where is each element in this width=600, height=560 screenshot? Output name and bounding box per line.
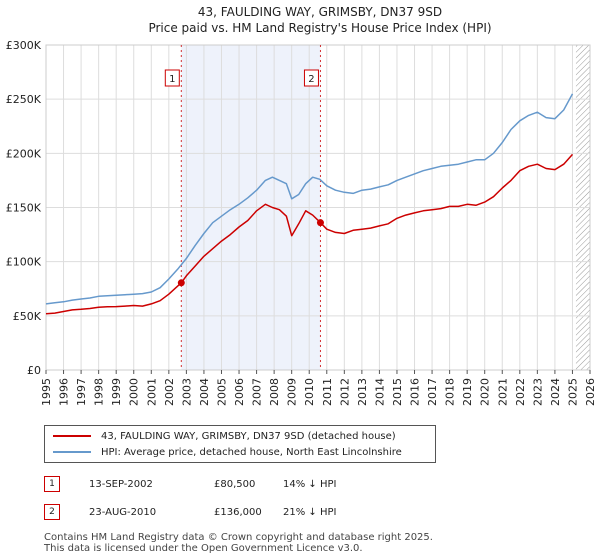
x-tick-label: 2012: [338, 378, 351, 406]
sale-date: 23-AUG-2010: [89, 506, 157, 518]
x-tick-label: 2017: [426, 378, 439, 406]
x-tick-label: 2004: [198, 378, 211, 406]
sale-flag-label: 1: [169, 74, 175, 85]
x-tick-label: 1999: [110, 378, 123, 406]
legend-swatch-price: [53, 435, 91, 437]
x-tick-label: 2011: [321, 378, 334, 406]
x-tick-label: 2013: [356, 378, 369, 406]
sale-date: 13-SEP-2002: [89, 478, 153, 490]
x-tick-label: 2020: [479, 378, 492, 406]
sale-row-1: 1 13-SEP-2002 £80,500 14% ↓ HPI: [44, 475, 336, 493]
sale-badge: 1: [44, 476, 60, 492]
x-tick-label: 2005: [215, 378, 228, 406]
y-tick-label: £0: [27, 364, 41, 377]
y-tick-label: £50K: [13, 310, 42, 323]
plot-border: [45, 44, 591, 371]
price-chart: 43, FAULDING WAY, GRIMSBY, DN37 9SD Pric…: [6, 5, 597, 406]
chart-subtitle: Price paid vs. HM Land Registry's House …: [148, 21, 491, 35]
sale-row-2: 2 23-AUG-2010 £136,000 21% ↓ HPI: [44, 503, 336, 521]
chart-title: 43, FAULDING WAY, GRIMSBY, DN37 9SD: [198, 5, 442, 19]
x-tick-label: 2001: [145, 378, 158, 406]
x-tick-label: 2019: [461, 378, 474, 406]
x-tick-label: 2015: [391, 378, 404, 406]
footer-licence: This data is licensed under the Open Gov…: [44, 543, 363, 554]
sale-price: £80,500: [214, 478, 256, 490]
x-tick-label: 2009: [286, 378, 299, 406]
legend-label-hpi: HPI: Average price, detached house, Nort…: [101, 446, 402, 458]
x-tick-label: 1997: [75, 378, 88, 406]
y-tick-label: £200K: [6, 147, 42, 160]
y-tick-label: £300K: [6, 39, 42, 52]
sale-flag-box: [164, 69, 180, 87]
sale-price: £136,000: [214, 506, 262, 518]
legend-swatch-hpi: [53, 451, 91, 453]
x-tick-label: 2026: [584, 378, 597, 406]
x-tick-label: 2016: [409, 378, 422, 406]
sale-point: [316, 219, 324, 227]
x-tick-label: 2003: [180, 378, 193, 406]
x-tick-label: 2023: [531, 378, 544, 406]
x-tick-label: 2024: [549, 378, 562, 406]
x-tick-label: 2014: [373, 378, 386, 406]
x-tick-label: 2002: [163, 378, 176, 406]
footer-copyright: Contains HM Land Registry data © Crown c…: [44, 532, 433, 543]
sale-flag-box: [303, 69, 319, 87]
sale-hpi-delta: 14% ↓ HPI: [283, 478, 337, 490]
y-tick-label: £100K: [6, 256, 42, 269]
y-tick-label: £250K: [6, 93, 42, 106]
sale-badge: 2: [44, 504, 60, 520]
legend-item-hpi: HPI: Average price, detached house, Nort…: [53, 445, 402, 459]
x-tick-label: 2018: [444, 378, 457, 406]
x-tick-label: 2008: [268, 378, 281, 406]
x-tick-label: 2021: [496, 378, 509, 406]
x-tick-label: 2022: [514, 378, 527, 406]
sale-point: [177, 279, 185, 287]
sale-hpi-delta: 21% ↓ HPI: [283, 506, 337, 518]
x-tick-label: 2007: [251, 378, 264, 406]
sale-flag-label: 2: [308, 74, 314, 85]
hpi-line: [45, 93, 574, 305]
x-tick-label: 1998: [93, 378, 106, 406]
x-tick-label: 2010: [303, 378, 316, 406]
x-tick-label: 1996: [58, 378, 71, 406]
legend: 43, FAULDING WAY, GRIMSBY, DN37 9SD (det…: [44, 425, 436, 463]
x-tick-label: 2025: [566, 378, 579, 406]
x-tick-label: 1995: [40, 378, 53, 406]
x-tick-label: 2006: [233, 378, 246, 406]
y-tick-label: £150K: [6, 202, 42, 215]
x-tick-label: 2000: [128, 378, 141, 406]
footer: Contains HM Land Registry data © Crown c…: [44, 532, 433, 554]
price-paid-line: [45, 153, 574, 315]
legend-label-price: 43, FAULDING WAY, GRIMSBY, DN37 9SD (det…: [101, 430, 396, 442]
legend-item-price: 43, FAULDING WAY, GRIMSBY, DN37 9SD (det…: [53, 429, 396, 443]
